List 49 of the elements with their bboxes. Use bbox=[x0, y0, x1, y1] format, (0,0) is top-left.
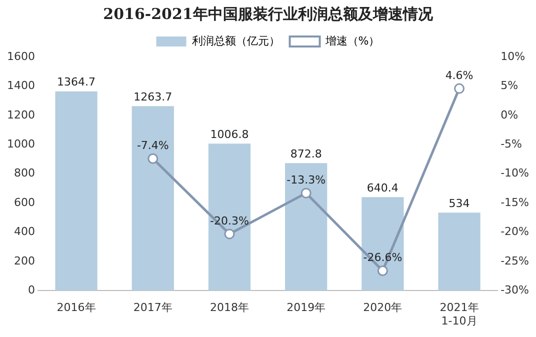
bar bbox=[55, 91, 98, 291]
bar bbox=[132, 106, 174, 291]
y-tick-label: 1000 bbox=[6, 137, 35, 150]
point bbox=[454, 83, 465, 94]
y2-tick-label: -25% bbox=[500, 254, 530, 268]
bar bbox=[208, 144, 251, 291]
y-tick-label: 600 bbox=[14, 196, 35, 209]
data-label: -7.4% bbox=[136, 138, 169, 152]
legend-label: 增速（%） bbox=[324, 34, 380, 48]
y2-tick-label: -15% bbox=[500, 196, 530, 209]
bar bbox=[362, 197, 404, 291]
data-label: -26.6% bbox=[363, 251, 402, 264]
y-tick-label: 800 bbox=[14, 166, 35, 180]
y-tick-label: 1200 bbox=[6, 108, 35, 122]
y2-tick-label: -20% bbox=[500, 225, 530, 238]
data-label: -13.3% bbox=[286, 173, 326, 186]
x-tick-label: 2019年 bbox=[286, 301, 326, 314]
y2-tick-label: 10% bbox=[500, 50, 526, 63]
y2-tick-label: -10% bbox=[500, 166, 530, 180]
x-tick-label: 2018年 bbox=[210, 301, 249, 314]
data-label: 1006.8 bbox=[210, 128, 249, 141]
data-label: 4.6% bbox=[445, 68, 474, 82]
y-tick-label: 200 bbox=[14, 254, 35, 268]
point bbox=[148, 153, 158, 164]
x-tick-label: 2021年 1-10月 bbox=[440, 301, 479, 328]
x-tick-label: 2016年 bbox=[56, 301, 96, 314]
data-label: 534 bbox=[448, 196, 470, 210]
y2-tick-label: -30% bbox=[500, 283, 530, 296]
chart-title: 2016-2021年中国服装行业利润总额及增速情况 bbox=[103, 4, 434, 23]
y2-tick-label: -5% bbox=[500, 137, 522, 150]
y-tick-label: 400 bbox=[14, 225, 35, 238]
data-label: -20.3% bbox=[210, 214, 249, 228]
y2-tick-label: 0% bbox=[500, 108, 518, 122]
point bbox=[377, 265, 388, 276]
x-tick-label: 2017年 bbox=[133, 301, 172, 314]
data-label: 640.4 bbox=[366, 181, 398, 194]
bar bbox=[438, 212, 480, 291]
point bbox=[300, 188, 312, 198]
y2-tick-label: 5% bbox=[500, 79, 518, 92]
legend-label: 利润总额（亿元） bbox=[192, 34, 280, 48]
x-tick-label: 2020年 bbox=[363, 301, 402, 314]
data-label: 1364.7 bbox=[57, 76, 96, 89]
y-tick-label: 0 bbox=[28, 283, 35, 296]
data-label: 1263.7 bbox=[134, 90, 172, 104]
data-label: 872.8 bbox=[290, 148, 322, 161]
bar bbox=[285, 163, 328, 291]
y-tick-label: 1400 bbox=[6, 79, 35, 92]
y-tick-label: 1600 bbox=[6, 50, 35, 63]
point bbox=[224, 228, 235, 240]
